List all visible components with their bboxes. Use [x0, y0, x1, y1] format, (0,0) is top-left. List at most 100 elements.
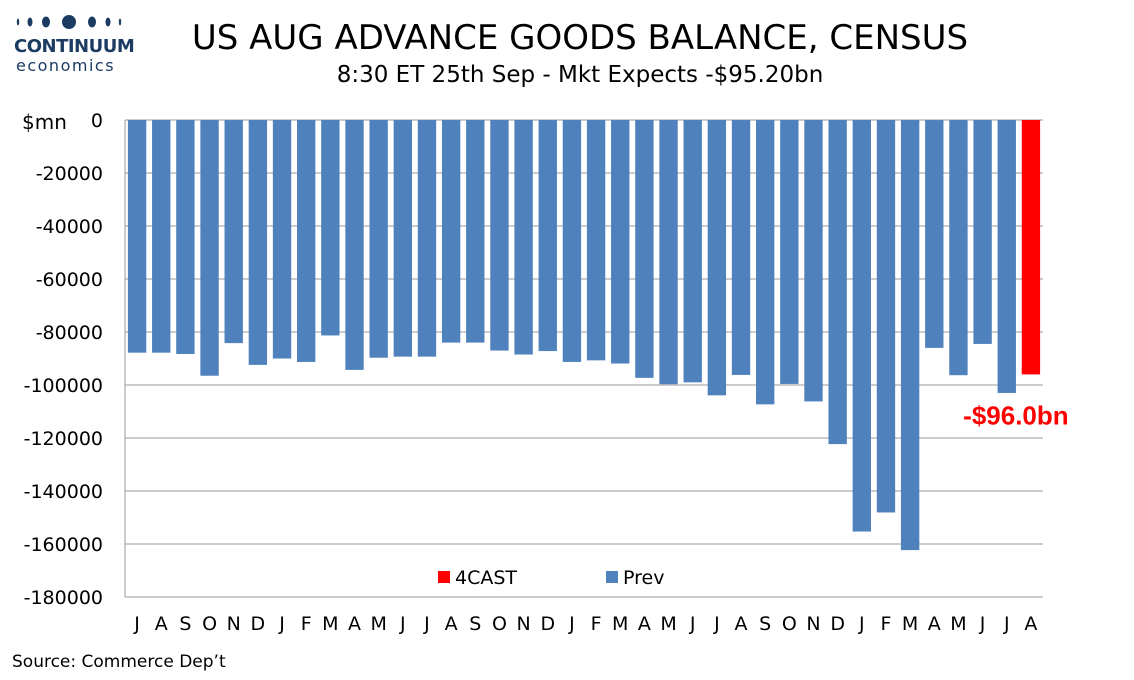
x-tick-label: A	[1024, 613, 1037, 635]
prev-bar	[611, 120, 630, 364]
prev-bar	[707, 120, 727, 396]
prev-bar	[949, 120, 968, 376]
x-tick-label: S	[469, 613, 481, 635]
x-tick-label: O	[782, 613, 797, 635]
x-tick-label: M	[322, 613, 338, 635]
y-tick-label: 0	[91, 110, 103, 132]
prev-bar	[248, 120, 268, 365]
prev-bar	[272, 120, 292, 359]
prev-bar	[780, 120, 799, 384]
y-axis-unit: $mn	[22, 110, 67, 134]
x-tick-label: M	[370, 613, 386, 635]
x-tick-label: M	[950, 613, 966, 635]
forecast-bar	[1021, 120, 1041, 375]
y-tick-label: -40000	[36, 216, 103, 238]
prev-bar	[925, 120, 944, 348]
prev-bar	[321, 120, 340, 336]
forecast-annotation: -$96.0bn	[963, 400, 1069, 430]
y-tick-label: -100000	[24, 375, 103, 397]
x-tick-label: A	[155, 613, 168, 635]
x-tick-label: O	[492, 613, 507, 635]
prev-bar	[393, 120, 412, 357]
y-tick-label: -60000	[36, 269, 103, 291]
prev-bar	[514, 120, 533, 355]
legend-label: 4CAST	[455, 567, 517, 589]
x-tick-label: J	[423, 613, 430, 635]
prev-bar	[731, 120, 751, 375]
x-tick-label: S	[179, 613, 191, 635]
logo-subtitle: economics	[16, 56, 116, 75]
logo-name: CONTINUUM	[14, 36, 135, 57]
prev-bar	[490, 120, 509, 351]
x-tick-label: D	[540, 613, 555, 635]
chart-title: US AUG ADVANCE GOODS BALANCE, CENSUS	[191, 18, 969, 58]
prev-bar	[973, 120, 992, 344]
prev-bar	[538, 120, 557, 352]
x-tick-label: J	[1003, 613, 1010, 635]
prev-bar	[900, 120, 920, 551]
y-tick-label: -180000	[24, 587, 103, 609]
prev-bar	[683, 120, 702, 383]
x-tick-label: F	[301, 613, 312, 635]
x-tick-label: M	[660, 613, 676, 635]
legend: 4CAST Prev	[438, 567, 664, 589]
x-tick-label: J	[689, 613, 696, 635]
prev-bar	[369, 120, 388, 358]
x-tick-label: A	[445, 613, 458, 635]
y-tick-label: -140000	[24, 481, 103, 503]
prev-bar	[756, 120, 775, 405]
x-tick-label: J	[399, 613, 406, 635]
x-tick-label: J	[133, 613, 140, 635]
x-tick-label: O	[202, 613, 217, 635]
x-tick-label: N	[806, 613, 820, 635]
x-tick-label: J	[278, 613, 285, 635]
prev-bar	[852, 120, 871, 532]
x-tick-label: F	[591, 613, 602, 635]
prev-bar	[441, 120, 461, 343]
x-tick-label: J	[713, 613, 720, 635]
legend-swatch	[606, 571, 618, 583]
prev-bar	[586, 120, 606, 361]
source-note: Source: Commerce Dep’t	[12, 652, 226, 672]
y-tick-labels: 0 -20000 -40000 -60000 -80000 -100000 -120000 -…	[24, 110, 103, 609]
prev-bar	[200, 120, 219, 376]
y-tick-label: -120000	[24, 428, 103, 450]
y-tick-label: -20000	[36, 163, 103, 185]
logo-dots-icon	[16, 15, 122, 29]
prev-bar	[345, 120, 364, 370]
prev-bar	[828, 120, 847, 445]
y-tick-label: -80000	[36, 322, 103, 344]
prev-bar	[804, 120, 823, 402]
x-tick-label: J	[979, 613, 986, 635]
prev-bar	[127, 120, 147, 353]
x-tick-label: S	[759, 613, 771, 635]
x-tick-label: A	[348, 613, 361, 635]
prev-bar	[417, 120, 437, 357]
prev-bar	[562, 120, 582, 362]
x-tick-label: A	[735, 613, 748, 635]
x-tick-label: M	[902, 613, 918, 635]
chart-subtitle: 8:30 ET 25th Sep - Mkt Expects -$95.20bn	[336, 62, 824, 88]
logo: CONTINUUM economics	[14, 14, 135, 75]
prev-bar	[224, 120, 243, 344]
prev-bar	[997, 120, 1016, 393]
x-tick-label: A	[928, 613, 941, 635]
legend-label: Prev	[623, 567, 664, 589]
prev-bar	[297, 120, 316, 362]
prev-bar	[152, 120, 171, 353]
prev-bar	[876, 120, 896, 513]
legend-swatch	[438, 571, 450, 583]
x-tick-label: F	[881, 613, 892, 635]
x-tick-label: A	[638, 613, 651, 635]
prev-bar	[635, 120, 654, 378]
x-tick-label: N	[227, 613, 241, 635]
x-tick-label: D	[830, 613, 845, 635]
bars	[127, 120, 1041, 551]
prev-bar	[176, 120, 195, 354]
x-tick-label: N	[516, 613, 530, 635]
y-tick-label: -160000	[24, 534, 103, 556]
prev-bar	[466, 120, 485, 343]
x-tick-label: J	[568, 613, 575, 635]
